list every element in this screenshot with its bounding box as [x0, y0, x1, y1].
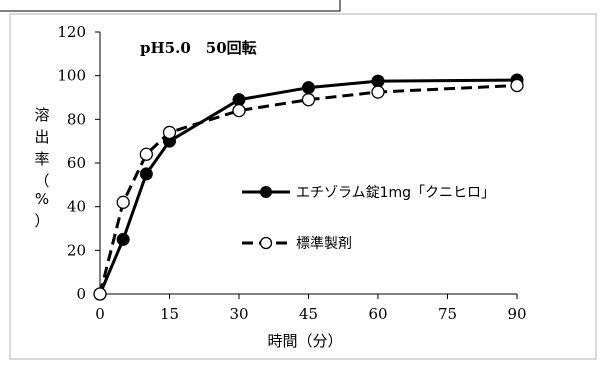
data-point-series-0: [302, 81, 315, 95]
x-tick-label: 15: [160, 305, 179, 323]
data-point-series-1: [116, 195, 130, 209]
cropped-frame-fragment: [0, 0, 341, 12]
chart-frame: [9, 13, 597, 360]
y-tick-label: 100: [57, 67, 86, 85]
legend-marker-1: [259, 236, 273, 250]
data-point-series-1: [139, 147, 153, 161]
y-tick-label: 20: [67, 241, 86, 259]
y-tick-label: 40: [67, 198, 86, 216]
y-axis-label-char: %: [35, 190, 49, 208]
x-tick-label: 45: [299, 305, 318, 323]
data-point-series-0: [116, 232, 130, 246]
x-tick-label: 75: [438, 305, 457, 323]
legend-label-1: 標準製剤: [296, 236, 352, 252]
chart-subtitle: pH5.0 50回転: [140, 39, 257, 57]
x-tick-labels: 0 15 30 45 60 75 90: [95, 305, 526, 323]
data-point-series-1: [93, 287, 107, 301]
data-point-series-1: [301, 93, 316, 107]
data-point-series-1: [371, 85, 385, 99]
legend-marker-0: [260, 186, 272, 198]
y-tick-label: 60: [67, 154, 86, 172]
y-axis-label-char: 溶: [34, 106, 49, 124]
x-tick-label: 30: [229, 305, 248, 323]
data-point-series-0: [139, 167, 153, 181]
series-line-0: [98, 78, 518, 295]
x-axis-label: 時間（分）: [267, 332, 342, 350]
y-axis-label-char: ）: [34, 212, 49, 230]
y-axis-label: 溶出率 （% ）: [34, 106, 49, 230]
legend: エチゾラム錠1mg「クニヒロ」標準製剤: [242, 185, 495, 252]
data-point-series-1: [232, 103, 246, 118]
x-tick-label: 0: [95, 305, 105, 323]
series-layer: [93, 73, 524, 301]
x-tick-label: 60: [368, 305, 387, 323]
y-tick-label: 80: [67, 110, 86, 128]
series-line-1: [98, 83, 518, 295]
legend-label-0: エチゾラム錠1mg「クニヒロ」: [296, 185, 495, 201]
y-axis-label-char: 率: [34, 150, 49, 168]
y-tick-labels: 0 20 40 60 80 100 120: [57, 23, 86, 303]
x-tick-label: 90: [507, 305, 526, 323]
data-point-series-1: [162, 125, 177, 140]
y-tick-label: 0: [76, 285, 86, 303]
y-axis-label-char: 出: [34, 128, 49, 146]
y-axis-label-char: （: [34, 172, 49, 190]
axes: [95, 31, 518, 299]
data-point-series-0: [371, 74, 385, 88]
y-tick-label: 120: [57, 23, 86, 41]
data-point-series-0: [232, 93, 246, 107]
data-point-series-1: [510, 78, 524, 93]
